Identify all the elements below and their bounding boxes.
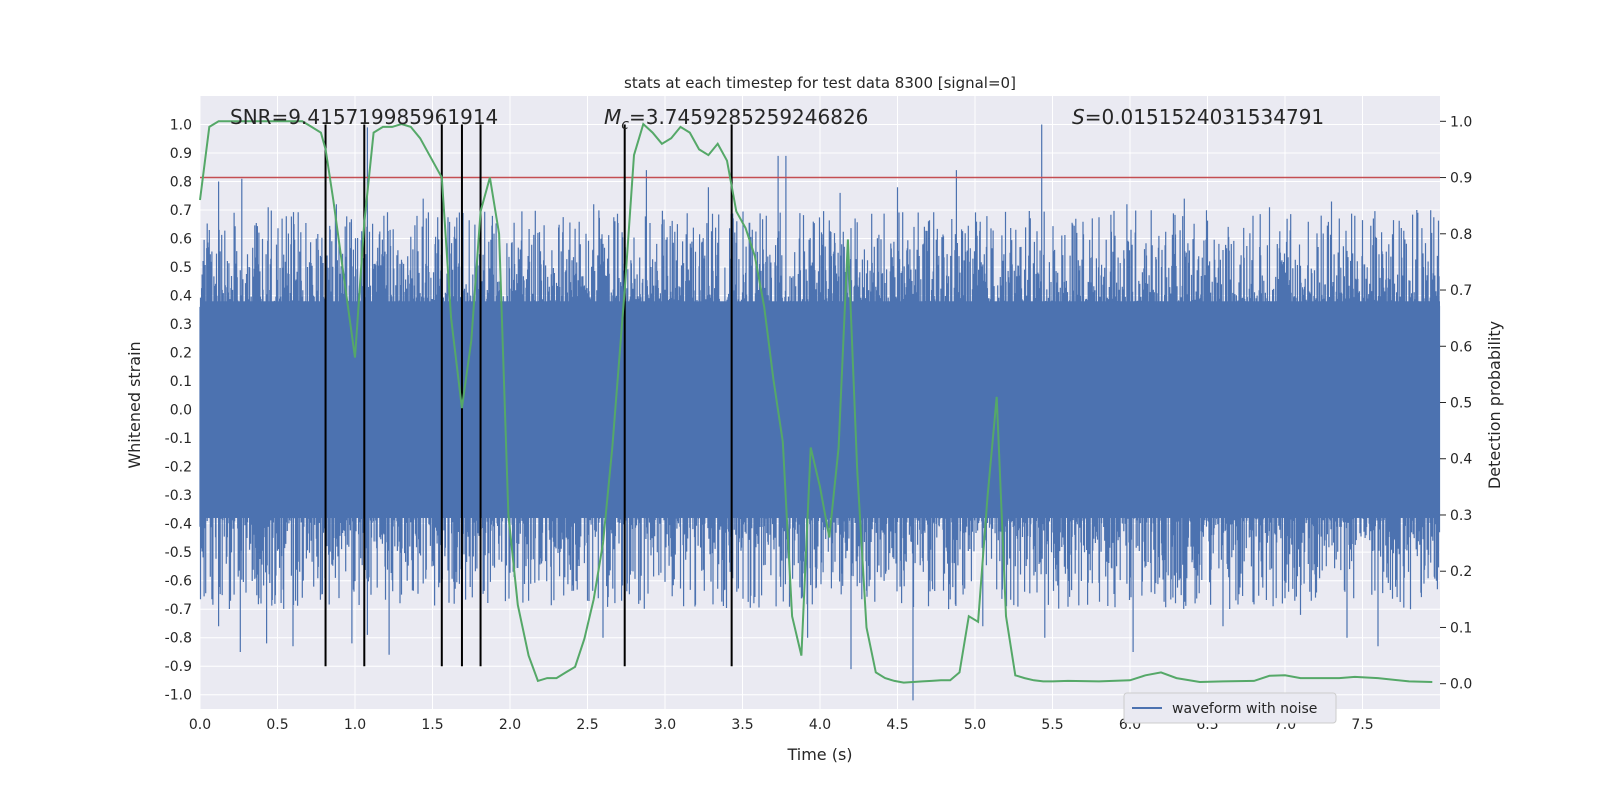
y-tick-label: 0.3 [170,317,192,333]
y-tick-label: -0.5 [165,545,192,561]
y-tick-label: 0.2 [170,346,192,362]
y-tick-label: -0.3 [165,488,192,504]
y-tick-label: -0.2 [165,460,192,476]
chirp-mass-value: =3.7459285259246826 [629,105,868,129]
chirp-mass-subscript: c [621,117,629,133]
y2-tick-label: 0.5 [1450,396,1472,412]
y-tick-label: -0.6 [165,574,192,590]
waveform-series [199,124,1441,701]
s-value: =0.0151524031534791 [1085,105,1324,129]
y2-tick-label: 1.0 [1450,114,1472,130]
legend-box [1123,692,1337,724]
y-tick-label: 0.6 [170,232,192,248]
y-tick-label: 1.0 [170,118,192,134]
y2-axis-label: Detection probability [1485,321,1504,489]
legend-label: waveform with noise [1172,701,1317,717]
y-tick-label: -0.9 [165,659,192,675]
probability-series [199,120,1433,684]
y-tick-label: -1.0 [165,688,192,704]
x-tick-label: 1.5 [421,717,443,733]
chirp-mass-annotation: Mc=3.7459285259246826 [604,105,868,133]
y-tick-label: -0.4 [165,517,192,533]
chirp-mass-symbol: M [604,105,621,129]
y-tick-label: -0.8 [165,631,192,647]
waveform-line [199,124,1441,701]
y2-tick-label: 0.6 [1450,339,1472,355]
x-axis-ticks: 0.0 0.5 1.0 1.5 2.0 2.5 3.0 3.5 4.0 4.5 5.0 5.5 6.0 6… [189,717,1374,733]
x-tick-label: 5.5 [1041,717,1063,733]
snr-annotation: SNR=9.415719985961914 [230,105,498,129]
y-tick-label: 0.9 [170,146,192,162]
y2-tick-label: 0.1 [1450,620,1472,636]
y-tick-label: 0.4 [170,289,192,305]
y-tick-label: 0.7 [170,203,192,219]
y-tick-label: -0.7 [165,602,192,618]
y-tick-label: 0.0 [170,403,192,419]
x-tick-label: 7.5 [1351,717,1373,733]
x-axis-label: Time (s) [786,745,852,764]
y2-axis-ticks: 0.0 0.1 0.2 0.3 0.4 0.5 0.6 0.7 0.8 0.9 1.0 [1440,114,1472,693]
y2-tick-label: 0.9 [1450,171,1472,187]
x-tick-label: 3.0 [654,717,676,733]
x-tick-label: 4.5 [886,717,908,733]
x-tick-label: 2.0 [499,717,521,733]
y-tick-label: 0.1 [170,374,192,390]
y-tick-label: 0.8 [170,175,192,191]
y-axis-label: Whitened strain [125,341,144,468]
probability-line [199,120,1433,684]
chart-title: stats at each timestep for test data 830… [624,74,1016,92]
x-tick-label: 5.0 [964,717,986,733]
x-tick-label: 0.5 [266,717,288,733]
y-tick-label: 0.5 [170,260,192,276]
y2-tick-label: 0.3 [1450,508,1472,524]
y-axis-ticks: -1.0 -0.9 -0.8 -0.7 -0.6 -0.5 -0.4 -0.3 -0.2 -0.1… [165,118,192,704]
y2-tick-label: 0.0 [1450,677,1472,693]
x-tick-label: 2.5 [576,717,598,733]
x-tick-label: 0.0 [189,717,211,733]
y-tick-label: -0.1 [165,431,192,447]
s-symbol: S [1072,105,1085,129]
legend: waveform with noise [1123,692,1337,724]
s-annotation: S=0.0151524031534791 [1072,105,1324,129]
x-tick-label: 4.0 [809,717,831,733]
y2-tick-label: 0.8 [1450,227,1472,243]
x-tick-label: 1.0 [344,717,366,733]
x-tick-label: 3.5 [731,717,753,733]
y2-tick-label: 0.7 [1450,283,1472,299]
y2-tick-label: 0.4 [1450,452,1472,468]
y2-tick-label: 0.2 [1450,564,1472,580]
